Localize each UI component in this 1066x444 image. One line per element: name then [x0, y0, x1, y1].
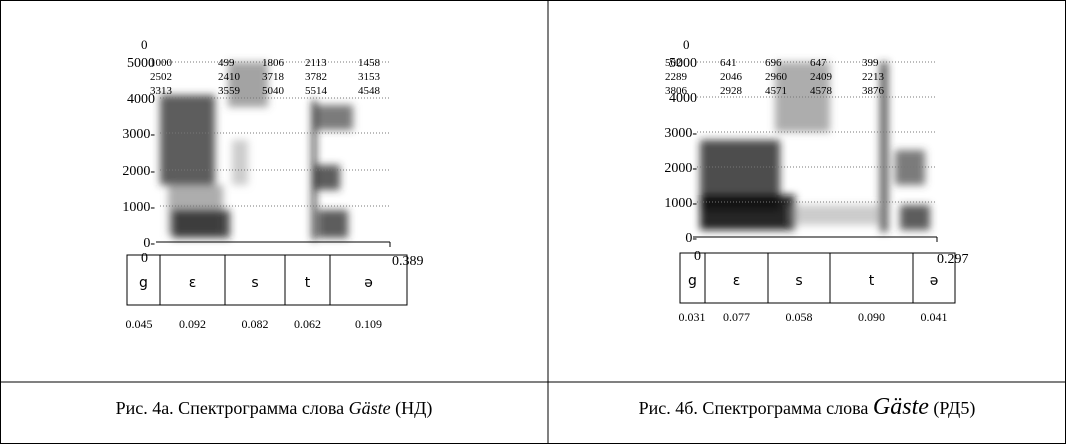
- formant-value: 5040: [262, 85, 285, 97]
- duration: 0.031: [679, 310, 706, 324]
- formant-value: 5514: [305, 85, 328, 97]
- formant-value: 1458: [358, 57, 381, 69]
- y-label: 4000: [669, 91, 697, 106]
- formant-value: 2289: [665, 71, 688, 83]
- segment-label: ə: [364, 275, 373, 291]
- formant-value: 3876: [862, 85, 885, 97]
- formant-value: 647: [810, 57, 827, 69]
- formant-value: 4578: [810, 85, 833, 97]
- duration: 0.109: [355, 317, 382, 331]
- formant-value: 2410: [218, 71, 241, 83]
- top-label: 0: [141, 37, 148, 52]
- duration: 0.092: [179, 317, 206, 331]
- formant-value: 502: [665, 57, 682, 69]
- segment-label: g: [139, 275, 148, 291]
- segment-label: s: [251, 275, 258, 291]
- segment-label: t: [305, 275, 311, 291]
- duration: 0.041: [921, 310, 948, 324]
- caption-word: Gäste: [349, 398, 391, 418]
- caption-text: Рис. 4а. Спектрограмма слова: [116, 398, 349, 418]
- top-label: 0: [683, 37, 690, 52]
- formant-value: 4571: [765, 85, 787, 97]
- segment-box: [679, 252, 956, 304]
- duration: 0.082: [242, 317, 269, 331]
- panel: 0 5000 4000 3000- 2000- 1000- 0- 502 641 696 647 39…: [639, 37, 976, 420]
- segment-label: ɛ: [733, 273, 741, 289]
- duration: 0.058: [786, 310, 813, 324]
- formant-value: 399: [862, 57, 879, 69]
- formant-value: 3313: [150, 85, 173, 97]
- formant-value: 2409: [810, 71, 833, 83]
- duration: 0.090: [858, 310, 885, 324]
- segment-label: t: [869, 273, 875, 289]
- caption-text: (НД): [391, 398, 433, 419]
- y-label: 3000-: [664, 126, 697, 141]
- formant-value: 696: [765, 57, 782, 69]
- y-label: 1000-: [122, 200, 155, 215]
- formant-value: 2502: [150, 71, 172, 83]
- segment-label: s: [795, 273, 802, 289]
- formant-value: 641: [720, 57, 737, 69]
- formant-value: 2046: [720, 71, 743, 83]
- x-end-label: 0.389: [392, 254, 424, 269]
- formant-value: 3718: [262, 71, 285, 83]
- duration: 0.077: [723, 310, 750, 324]
- x-end-label: 0.297: [937, 252, 969, 267]
- formant-value: 4548: [358, 85, 381, 97]
- formant-value: 499: [218, 57, 235, 69]
- y-label: 3000-: [122, 127, 155, 142]
- caption-word: Gäste: [873, 394, 929, 420]
- formant-value: 2928: [720, 85, 743, 97]
- formant-value: 3153: [358, 71, 381, 83]
- caption: Рис. 4б. Спектрограмма слова Gäste (РД5): [639, 394, 976, 420]
- segment-label: g: [688, 273, 697, 289]
- y-label: 1000-: [664, 196, 697, 211]
- x-start-label: 0: [141, 251, 148, 266]
- y-label: 4000: [127, 92, 155, 107]
- segment-label: ə: [930, 273, 939, 289]
- y-label: 2000-: [122, 164, 155, 179]
- formant-value: 2113: [305, 57, 327, 69]
- panel: 0 5000 4000 3000- 2000- 1000- 0- 1000 499 1806 211…: [116, 37, 433, 419]
- segment-label: ɛ: [189, 275, 197, 291]
- caption-text: (РД5): [929, 398, 975, 419]
- caption: Рис. 4а. Спектрограмма слова Gäste (НД): [116, 398, 433, 419]
- duration: 0.045: [126, 317, 153, 331]
- x-start-label: 0: [694, 249, 701, 264]
- formant-value: 3559: [218, 85, 241, 97]
- formant-value: 3782: [305, 71, 327, 83]
- y-label: 5000: [127, 56, 155, 71]
- y-label: 0-: [143, 236, 155, 251]
- formant-value: 1000: [150, 57, 173, 69]
- segment-box: [126, 254, 408, 306]
- y-label: 5000: [669, 56, 697, 71]
- y-label: 2000-: [664, 161, 697, 176]
- y-label: 0-: [685, 231, 697, 246]
- formant-value: 2960: [765, 71, 788, 83]
- formant-value: 1806: [262, 57, 285, 69]
- duration: 0.062: [294, 317, 321, 331]
- formant-value: 3806: [665, 85, 688, 97]
- caption-text: Рис. 4б. Спектрограмма слова: [639, 398, 873, 418]
- formant-value: 2213: [862, 71, 885, 83]
